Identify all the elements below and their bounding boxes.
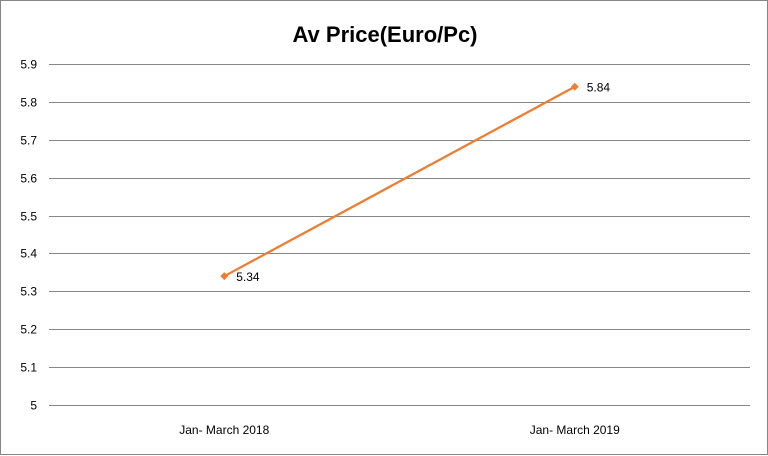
series-line <box>223 85 576 278</box>
y-tick-label: 5.5 <box>20 210 37 224</box>
x-tick-label: Jan- March 2018 <box>179 423 269 437</box>
data-label: 5.84 <box>587 81 611 95</box>
series-group: 5.34 5.84 <box>220 81 610 284</box>
y-tick-label: 5.7 <box>20 134 37 148</box>
y-tick-label: 5.6 <box>20 172 37 186</box>
y-tick-label: 5 <box>30 399 37 413</box>
gridlines <box>49 64 750 406</box>
y-tick-label: 5.2 <box>20 323 37 337</box>
data-label: 5.34 <box>236 270 260 284</box>
data-point-marker <box>570 82 579 91</box>
data-point-marker <box>220 272 229 281</box>
x-tick-label: Jan- March 2019 <box>530 423 620 437</box>
chart-title: Av Price(Euro/Pc) <box>292 22 477 47</box>
y-tick-label: 5.9 <box>20 58 37 72</box>
x-axis-ticks: Jan- March 2018 Jan- March 2019 <box>179 423 620 437</box>
y-tick-label: 5.8 <box>20 96 37 110</box>
y-tick-label: 5.1 <box>20 361 37 375</box>
y-axis-ticks: 5 5.1 5.2 5.3 5.4 5.5 5.6 5.7 5.8 5.9 <box>20 58 37 413</box>
y-tick-label: 5.3 <box>20 285 37 299</box>
y-tick-label: 5.4 <box>20 247 37 261</box>
